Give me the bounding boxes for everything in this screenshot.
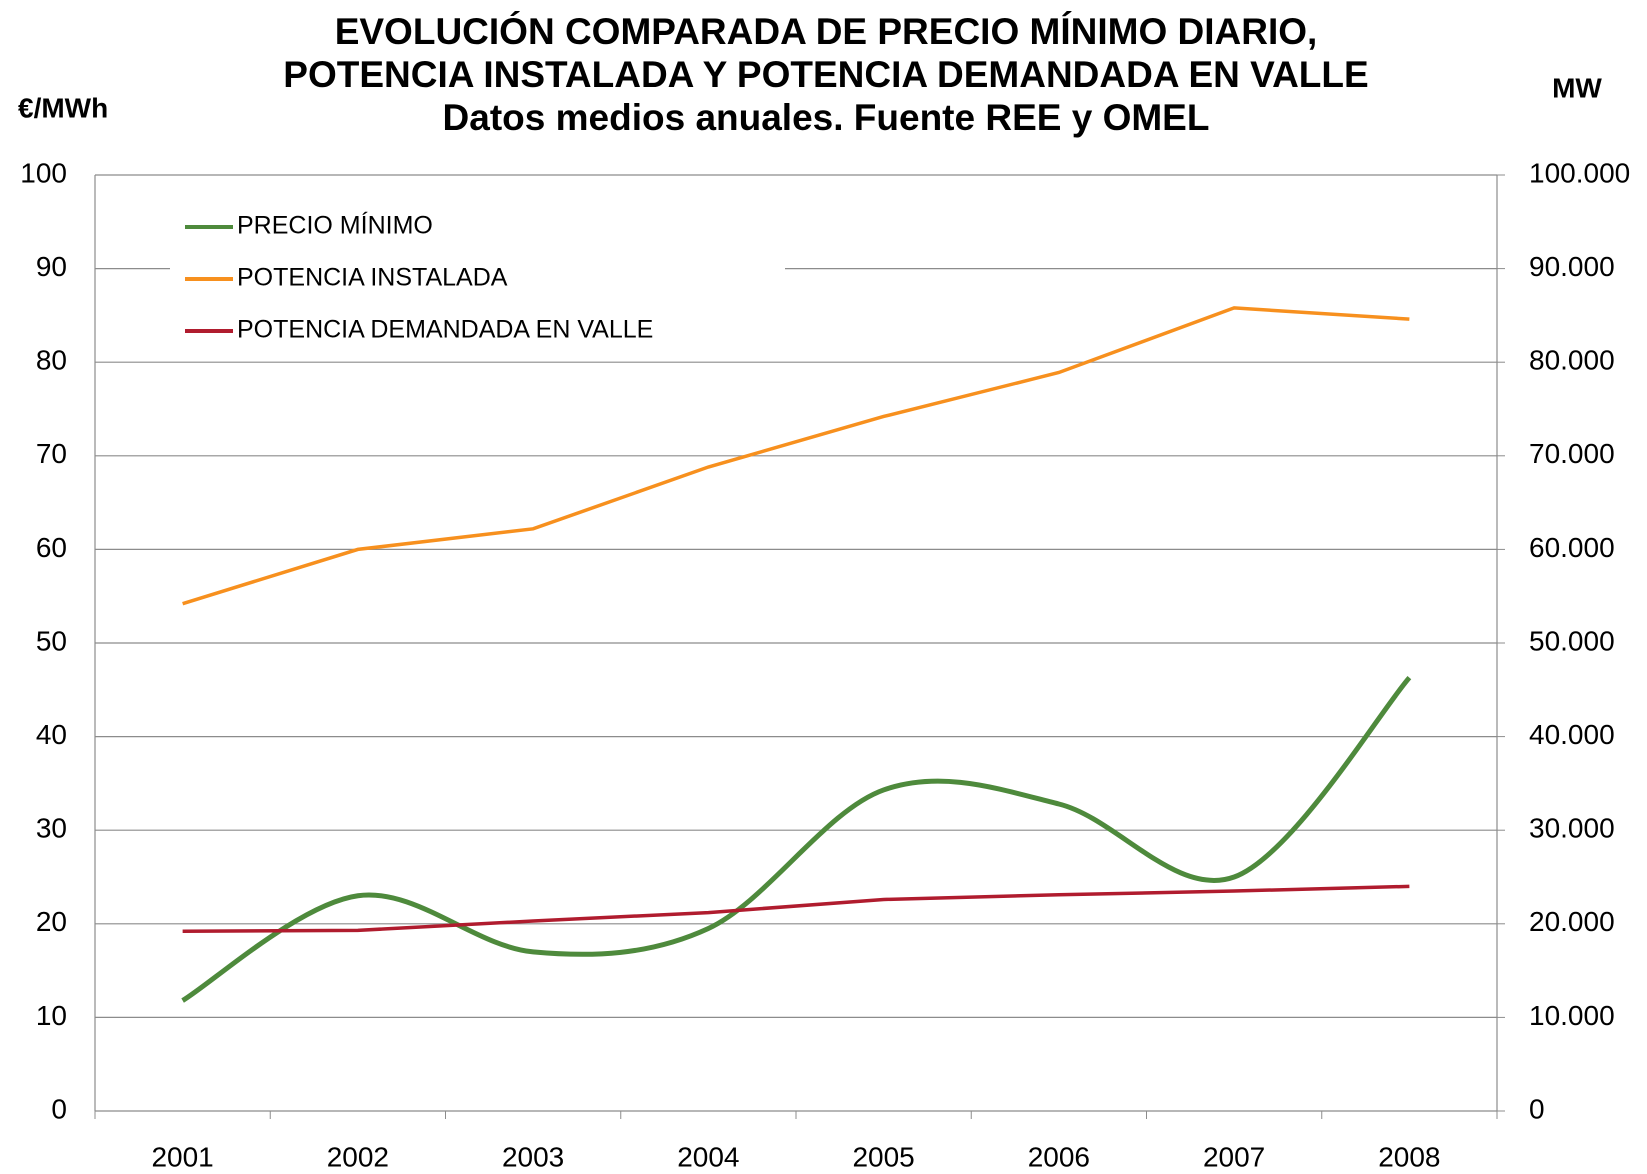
series-line [181, 675, 1412, 1003]
y2-tick-label: 0 [1529, 1093, 1545, 1124]
chart-title: POTENCIA INSTALADA Y POTENCIA DEMANDADA … [283, 54, 1368, 95]
legend-label: POTENCIA DEMANDADA EN VALLE [237, 316, 653, 344]
y-tick-label: 90 [36, 251, 67, 282]
series-line [182, 884, 1410, 934]
y-tick-label: 60 [36, 532, 67, 563]
y2-tick-label: 60.000 [1529, 532, 1615, 563]
y-tick-label: 40 [36, 719, 67, 750]
y-tick-label: 50 [36, 625, 67, 656]
x-tick-label: 2002 [327, 1141, 389, 1172]
y-tick-label: 80 [36, 345, 67, 376]
y-tick-label: 100 [20, 157, 67, 188]
y2-tick-label: 40.000 [1529, 719, 1615, 750]
y-tick-label: 30 [36, 813, 67, 844]
y2-tick-label: 80.000 [1529, 345, 1615, 376]
legend-label: POTENCIA INSTALADA [237, 264, 508, 292]
y2-tick-label: 90.000 [1529, 251, 1615, 282]
x-tick-label: 2003 [502, 1141, 564, 1172]
y2-tick-label: 70.000 [1529, 438, 1615, 469]
y2-tick-label: 10.000 [1529, 1000, 1615, 1031]
y-tick-label: 0 [51, 1093, 67, 1124]
legend-label: PRECIO MÍNIMO [237, 211, 433, 240]
y-tick-label: 70 [36, 438, 67, 469]
legend-background [170, 200, 785, 360]
chart-subtitle: Datos medios anuales. Fuente REE y OMEL [443, 97, 1210, 138]
x-tick-label: 2004 [677, 1141, 739, 1172]
y-axis-label: €/MWh [18, 92, 108, 123]
series-line [182, 306, 1410, 606]
y2-tick-label: 30.000 [1529, 813, 1615, 844]
chart-title: EVOLUCIÓN COMPARADA DE PRECIO MÍNIMO DIA… [335, 10, 1318, 52]
x-tick-label: 2007 [1203, 1141, 1265, 1172]
x-tick-label: 2001 [151, 1141, 213, 1172]
y-tick-label: 20 [36, 906, 67, 937]
y2-tick-label: 20.000 [1529, 906, 1615, 937]
x-tick-label: 2006 [1028, 1141, 1090, 1172]
y2-tick-label: 100.000 [1529, 157, 1630, 188]
x-tick-label: 2008 [1378, 1141, 1440, 1172]
y2-axis-label: MW [1552, 72, 1602, 103]
y-tick-label: 10 [36, 1000, 67, 1031]
y2-tick-label: 50.000 [1529, 625, 1615, 656]
x-tick-label: 2005 [852, 1141, 914, 1172]
